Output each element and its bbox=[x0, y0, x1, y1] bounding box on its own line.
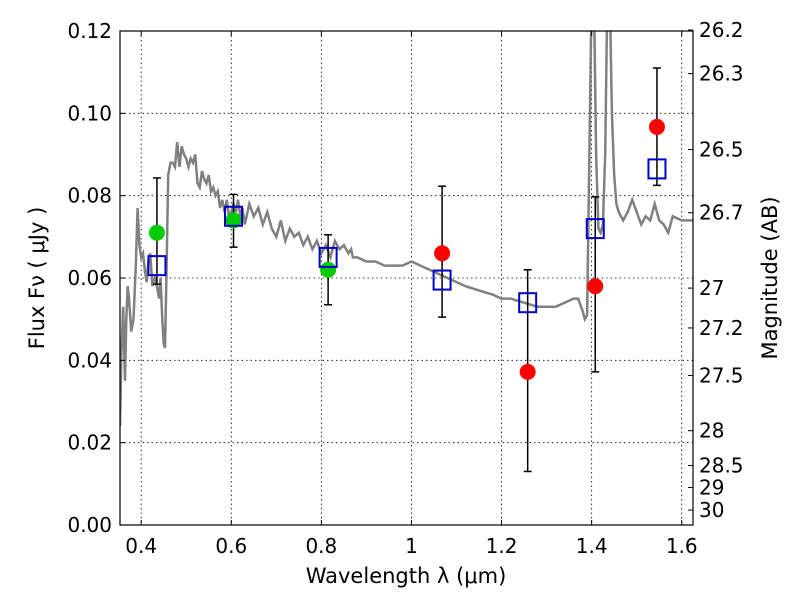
y-axis-label: Flux Fν ( μJy ) bbox=[25, 207, 49, 350]
x-axis-label: Wavelength λ (μm) bbox=[306, 564, 507, 588]
data-point bbox=[587, 278, 604, 295]
magnitude-tick-label: 26.2 bbox=[699, 18, 744, 42]
model-photometry-point bbox=[224, 205, 244, 227]
y-tick-label: 0.06 bbox=[67, 266, 112, 290]
x-tick-label: 1.2 bbox=[486, 534, 518, 558]
data-point bbox=[148, 224, 165, 241]
error-bars bbox=[152, 67, 661, 473]
data-point bbox=[434, 245, 451, 262]
magnitude-tick-label: 26.3 bbox=[699, 62, 744, 86]
y-tick-label: 0.04 bbox=[67, 348, 112, 372]
data-point bbox=[225, 212, 242, 229]
data-point bbox=[648, 118, 665, 135]
model-photometry-point bbox=[432, 269, 452, 291]
x-tick-label: 0.6 bbox=[215, 534, 247, 558]
model-photometry-point bbox=[647, 158, 667, 180]
y-tick-label: 0.12 bbox=[67, 19, 112, 43]
magnitude-tick-label: 28 bbox=[699, 419, 724, 443]
model-photometry-point bbox=[585, 218, 605, 240]
y-tick-label: 0.10 bbox=[67, 101, 112, 125]
y-axis: 0.00 0.02 0.04 0.06 0.08 0.10 0.12 bbox=[67, 19, 125, 537]
magnitude-axis-label: Magnitude (AB) bbox=[758, 196, 782, 359]
x-tick-label: 1.4 bbox=[576, 534, 608, 558]
magnitude-tick-label: 30 bbox=[699, 498, 724, 522]
x-tick-label: 1 bbox=[405, 534, 418, 558]
data-point bbox=[320, 261, 337, 278]
y-tick-label: 0.00 bbox=[67, 513, 112, 537]
magnitude-tick-label: 27.5 bbox=[699, 364, 744, 388]
y-tick-label: 0.08 bbox=[67, 184, 112, 208]
model-photometry-point bbox=[318, 246, 338, 268]
x-tick-label: 1.6 bbox=[666, 534, 698, 558]
magnitude-tick-label: 29 bbox=[699, 475, 724, 499]
magnitude-tick-label: 27.2 bbox=[699, 316, 744, 340]
data-point bbox=[519, 363, 536, 380]
magnitude-tick-label: 28.5 bbox=[699, 453, 744, 477]
magnitude-tick-label: 26.5 bbox=[699, 138, 744, 162]
magnitude-tick-label: 26.7 bbox=[699, 201, 744, 225]
model-photometry-point bbox=[147, 255, 167, 277]
y-tick-label: 0.02 bbox=[67, 431, 112, 455]
x-tick-label: 0.4 bbox=[125, 534, 157, 558]
model-spectrum bbox=[120, 31, 693, 427]
data-points bbox=[147, 118, 667, 380]
model-spectrum-line bbox=[120, 31, 693, 427]
magnitude-tick-label: 27 bbox=[699, 276, 724, 300]
x-axis: 0.4 0.6 0.8 1 1.2 1.4 1.6 bbox=[125, 31, 698, 558]
x-tick-label: 0.8 bbox=[305, 534, 337, 558]
model-photometry-point bbox=[518, 292, 538, 314]
